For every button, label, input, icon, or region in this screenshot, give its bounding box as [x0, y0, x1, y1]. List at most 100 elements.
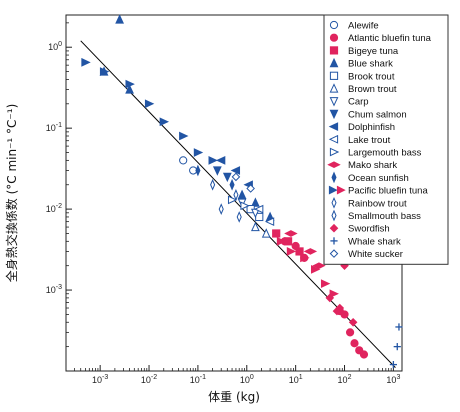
- legend-label-blue-shark: Blue shark: [348, 59, 393, 70]
- legend-label-rainbow-trout: Rainbow trout: [348, 198, 407, 209]
- x-axis-ticks: 10-3 10-2 10-1 100 101 102 103: [74, 365, 400, 385]
- legend-label-largemouth-bass: Largemouth bass: [348, 148, 422, 159]
- point-lake-trout: [253, 204, 264, 214]
- legend-label-chum-salmon: Chum salmon: [348, 109, 407, 120]
- legend-label-ocean-sunfish: Ocean sunfish: [348, 173, 409, 184]
- y-axis-ticks: 10-3 10-2 10-1 100: [46, 22, 72, 348]
- x-tick-label: 102: [338, 374, 352, 385]
- y-tick-label: 10-1: [46, 122, 62, 133]
- point-atlantic-bluefin-tuna: [350, 339, 359, 348]
- point-mako-shark: [312, 262, 326, 270]
- legend-marker-atlantic-bluefin-tuna: [329, 33, 339, 42]
- x-tick-label: 101: [289, 374, 303, 385]
- legend-marker-white-sucker: [329, 249, 339, 258]
- point-blue-shark: [115, 14, 124, 24]
- point-pacific-bluefin-tuna: [125, 79, 135, 89]
- legend-marker-dolphinfish: [328, 122, 339, 131]
- point-chum-salmon: [222, 172, 232, 183]
- point-atlantic-bluefin-tuna: [345, 328, 355, 337]
- point-bigeye-tuna: [295, 247, 304, 256]
- point-mako-shark: [303, 248, 318, 255]
- point-ocean-sunfish: [229, 178, 235, 191]
- legend-marker-bigeye-tuna: [329, 46, 339, 55]
- legend-marker-whale-shark: [330, 237, 338, 245]
- legend-marker-chum-salmon: [329, 109, 339, 120]
- legend-marker-blue-shark: [329, 57, 339, 68]
- y-axis-title: 全身熱交換係数 (°C min⁻¹ °C⁻¹): [4, 104, 19, 282]
- legend-label-carp: Carp: [348, 97, 369, 108]
- legend-label-smallmouth-bass: Smallmouth bass: [348, 211, 421, 222]
- point-swordfish: [348, 317, 358, 327]
- legend-marker-ocean-sunfish: [331, 171, 337, 184]
- point-blue-shark: [125, 84, 134, 94]
- point-dolphinfish: [230, 166, 241, 175]
- point-whale-shark: [393, 343, 401, 351]
- point-largemouth-bass: [227, 195, 238, 205]
- point-brown-trout: [261, 228, 271, 238]
- point-whale-shark: [389, 360, 397, 369]
- point-pacific-bluefin-tuna: [310, 265, 321, 274]
- legend-marker-alewife: [329, 20, 339, 30]
- legend-marker-smallmouth-bass: [331, 209, 337, 222]
- point-pacific-bluefin-tuna: [193, 148, 204, 157]
- point-smallmouth-bass: [218, 203, 224, 215]
- legend-marker-pacific-bluefin-tuna: [328, 185, 346, 195]
- legend-box: [323, 14, 449, 265]
- point-dolphinfish: [215, 155, 226, 165]
- x-tick-label: 103: [386, 374, 400, 385]
- point-largemouth-bass: [240, 201, 250, 211]
- y-tick-label: 10-2: [46, 203, 62, 214]
- point-chum-salmon: [212, 166, 222, 176]
- point-alewife: [179, 156, 188, 165]
- point-pacific-bluefin-tuna: [99, 67, 110, 76]
- legend-marker-carp: [329, 97, 339, 107]
- point-white-sucker: [246, 184, 255, 193]
- point-ocean-sunfish: [195, 164, 201, 177]
- point-rainbow-trout: [233, 188, 239, 201]
- point-white-sucker: [231, 172, 241, 182]
- x-axis-title: 体重 (kg): [208, 390, 260, 404]
- legend-label-brook-trout: Brook trout: [348, 71, 395, 82]
- y-tick-label: 10-3: [46, 284, 62, 295]
- x-tick-label: 10-3: [92, 374, 108, 385]
- legend-marker-brown-trout: [329, 83, 339, 93]
- point-blue-shark: [250, 197, 260, 207]
- point-swordfish: [325, 293, 335, 303]
- point-pacific-bluefin-tuna: [320, 279, 331, 289]
- point-pacific-bluefin-tuna: [81, 57, 91, 67]
- legend-marker-swordfish: [329, 223, 339, 233]
- legend-label-swordfish: Swordfish: [348, 224, 390, 235]
- point-bigeye-tuna: [272, 229, 281, 238]
- point-brown-trout: [250, 221, 260, 232]
- point-mako-shark: [284, 230, 298, 237]
- point-pacific-bluefin-tuna: [300, 253, 310, 263]
- x-tick-label: 10-1: [190, 374, 206, 385]
- point-pacific-bluefin-tuna: [208, 155, 218, 165]
- point-blue-shark: [237, 189, 247, 199]
- point-pacific-bluefin-tuna: [159, 117, 170, 127]
- point-smallmouth-bass: [236, 211, 242, 223]
- legend-label-pacific-bluefin-tuna: Pacific bluefin tuna: [348, 186, 428, 197]
- legend-marker-rainbow-trout: [331, 196, 337, 209]
- data-points: [81, 14, 403, 369]
- point-atlantic-bluefin-tuna: [359, 350, 369, 359]
- point-pacific-bluefin-tuna: [144, 99, 155, 109]
- legend-label-mako-shark: Mako shark: [348, 160, 397, 171]
- y-tick-label: 100: [48, 41, 62, 52]
- point-pacific-bluefin-tuna: [329, 289, 339, 299]
- point-pacific-bluefin-tuna: [276, 236, 287, 246]
- legend-marker-lake-trout: [328, 134, 339, 144]
- legend-marker-mako-shark: [327, 161, 341, 169]
- legend-label-brown-trout: Brown trout: [348, 84, 397, 95]
- x-tick-label: 100: [240, 374, 254, 385]
- legend-label-whale-shark: Whale shark: [348, 236, 401, 247]
- legend-label-atlantic-bluefin-tuna: Atlantic bluefin tuna: [348, 33, 432, 44]
- legend-marker-brook-trout: [329, 71, 339, 80]
- legend-label-white-sucker: White sucker: [348, 249, 403, 260]
- legend-label-dolphinfish: Dolphinfish: [348, 122, 395, 133]
- point-rainbow-trout: [210, 178, 216, 191]
- point-swordfish: [332, 306, 342, 316]
- point-pacific-bluefin-tuna: [179, 131, 189, 141]
